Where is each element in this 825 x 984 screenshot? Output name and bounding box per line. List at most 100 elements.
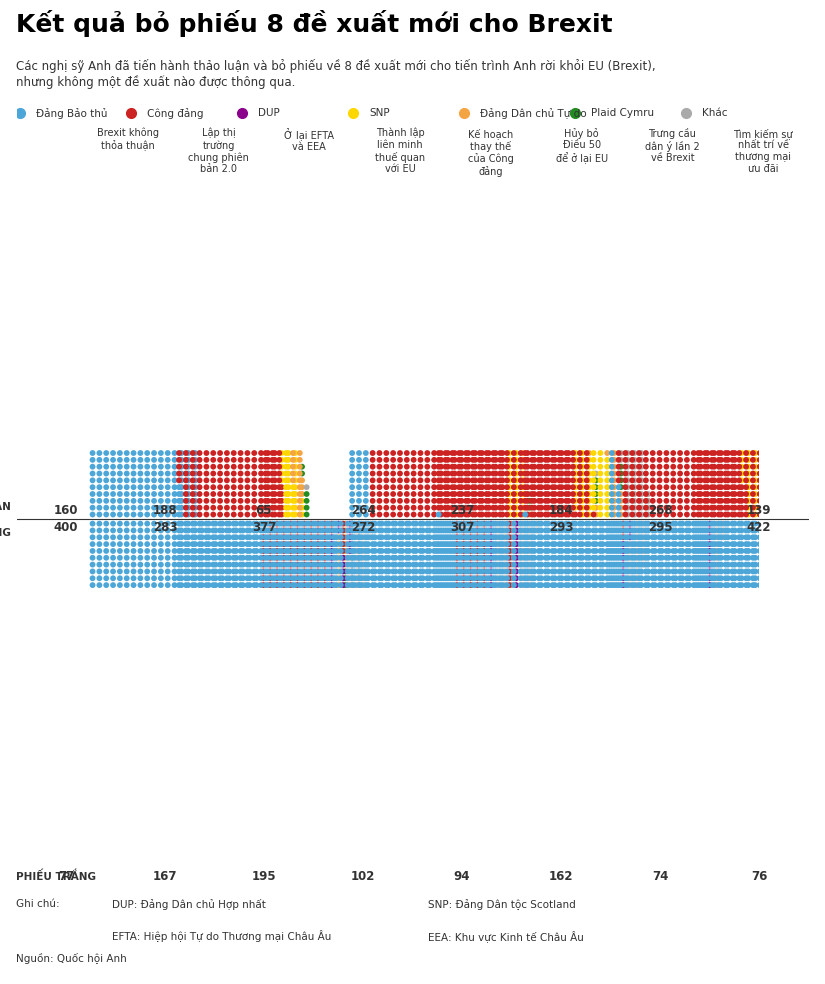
- Circle shape: [336, 527, 342, 533]
- Circle shape: [632, 534, 638, 540]
- Circle shape: [577, 521, 582, 526]
- Circle shape: [361, 521, 366, 526]
- Circle shape: [702, 470, 708, 476]
- Circle shape: [545, 477, 551, 483]
- Circle shape: [319, 583, 326, 588]
- Circle shape: [315, 527, 321, 533]
- Circle shape: [322, 534, 328, 540]
- Circle shape: [780, 521, 785, 526]
- Circle shape: [718, 477, 724, 483]
- Circle shape: [632, 548, 638, 554]
- Circle shape: [456, 569, 462, 575]
- Circle shape: [276, 569, 282, 575]
- Circle shape: [349, 527, 355, 533]
- Circle shape: [117, 484, 123, 490]
- Circle shape: [178, 457, 184, 462]
- Circle shape: [445, 548, 450, 554]
- Circle shape: [285, 484, 291, 490]
- Circle shape: [285, 527, 291, 533]
- Circle shape: [261, 527, 266, 533]
- Circle shape: [711, 498, 717, 504]
- Circle shape: [499, 583, 506, 588]
- Circle shape: [543, 583, 549, 588]
- Circle shape: [714, 548, 719, 554]
- Circle shape: [351, 562, 357, 568]
- Circle shape: [271, 512, 278, 518]
- Circle shape: [417, 463, 423, 469]
- Circle shape: [178, 450, 184, 456]
- Circle shape: [518, 555, 524, 561]
- Circle shape: [752, 576, 758, 582]
- Circle shape: [707, 555, 713, 561]
- Circle shape: [477, 457, 483, 462]
- Circle shape: [342, 562, 348, 568]
- Circle shape: [577, 457, 582, 462]
- Circle shape: [158, 505, 164, 511]
- Circle shape: [252, 491, 257, 497]
- Circle shape: [183, 484, 189, 490]
- Circle shape: [465, 457, 471, 462]
- Circle shape: [459, 484, 464, 490]
- Circle shape: [276, 562, 282, 568]
- Circle shape: [292, 463, 298, 469]
- Circle shape: [752, 548, 758, 554]
- Circle shape: [493, 450, 498, 456]
- Circle shape: [384, 491, 389, 497]
- Circle shape: [604, 534, 610, 540]
- Circle shape: [481, 583, 487, 588]
- Circle shape: [615, 463, 621, 469]
- Circle shape: [431, 484, 437, 490]
- Text: Plaid Cymru: Plaid Cymru: [591, 108, 654, 118]
- Circle shape: [231, 484, 237, 490]
- Circle shape: [634, 541, 639, 547]
- Circle shape: [691, 534, 696, 540]
- Circle shape: [518, 534, 524, 540]
- Circle shape: [310, 576, 316, 582]
- Circle shape: [217, 527, 223, 533]
- Circle shape: [165, 555, 171, 561]
- Circle shape: [625, 457, 630, 462]
- Circle shape: [529, 450, 535, 456]
- Circle shape: [507, 541, 512, 547]
- Circle shape: [764, 521, 770, 526]
- Circle shape: [490, 562, 497, 568]
- Circle shape: [336, 583, 342, 588]
- Circle shape: [707, 569, 713, 575]
- Circle shape: [138, 534, 144, 540]
- Circle shape: [529, 484, 535, 490]
- Text: Tìm kiếm sự
nhất trí về
thương mại
ưu đãi: Tìm kiếm sự nhất trí về thương mại ưu đã…: [733, 128, 793, 173]
- Circle shape: [265, 463, 271, 469]
- Circle shape: [165, 470, 171, 476]
- Circle shape: [818, 555, 824, 561]
- Circle shape: [183, 491, 189, 497]
- Circle shape: [773, 512, 779, 518]
- Circle shape: [723, 470, 728, 476]
- Circle shape: [615, 541, 621, 547]
- Circle shape: [441, 541, 446, 547]
- Circle shape: [338, 576, 344, 582]
- Circle shape: [657, 498, 662, 504]
- Circle shape: [196, 457, 202, 462]
- Circle shape: [384, 555, 389, 561]
- Circle shape: [737, 555, 742, 561]
- Circle shape: [424, 555, 430, 561]
- Circle shape: [379, 583, 384, 588]
- Circle shape: [579, 555, 585, 561]
- Circle shape: [483, 463, 489, 469]
- Circle shape: [103, 562, 109, 568]
- Circle shape: [614, 583, 620, 588]
- Circle shape: [502, 576, 507, 582]
- Circle shape: [472, 527, 478, 533]
- Circle shape: [385, 521, 392, 526]
- Circle shape: [183, 505, 189, 511]
- Circle shape: [794, 548, 799, 554]
- Circle shape: [356, 548, 362, 554]
- Circle shape: [397, 470, 403, 476]
- Circle shape: [267, 583, 273, 588]
- Circle shape: [659, 562, 665, 568]
- Circle shape: [757, 477, 762, 483]
- Circle shape: [333, 576, 339, 582]
- Circle shape: [718, 548, 724, 554]
- Circle shape: [111, 576, 116, 582]
- Circle shape: [406, 521, 412, 526]
